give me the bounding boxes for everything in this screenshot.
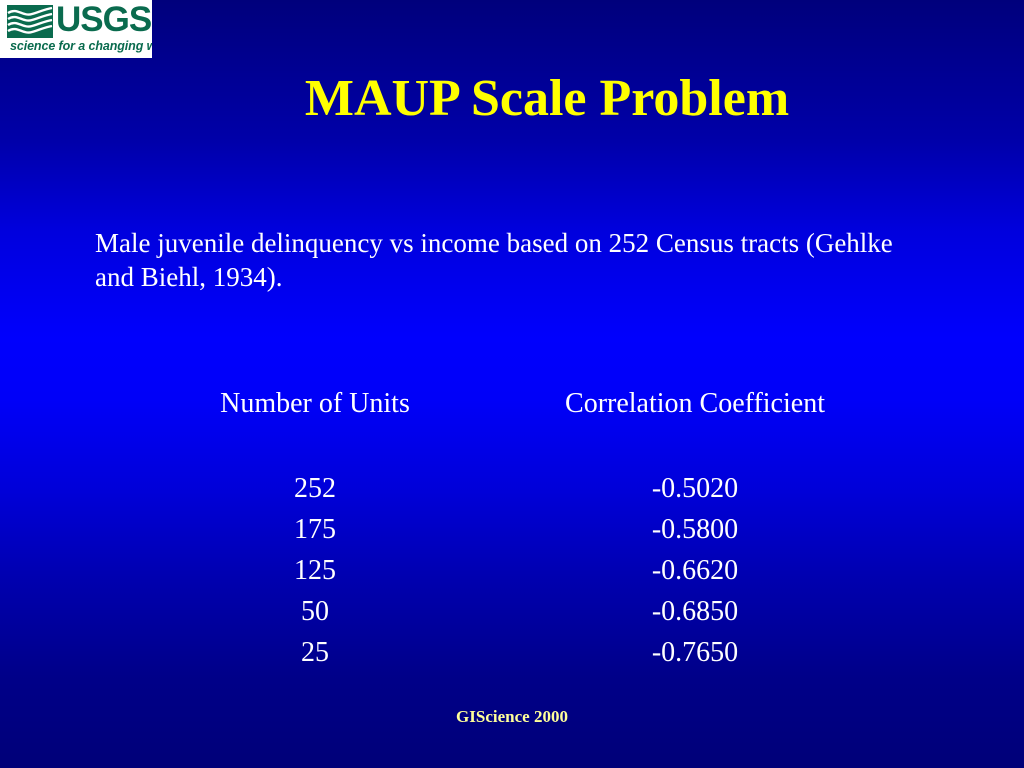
correlation-table: Number of Units Correlation Coefficient … [150,383,910,673]
table-header-row: Number of Units Correlation Coefficient [150,383,910,468]
slide-footer: GIScience 2000 [456,707,568,726]
table-row: 125 -0.6620 [150,550,910,591]
usgs-wordmark: USGS [56,0,152,39]
cell-units: 125 [294,555,336,586]
table-row: 252 -0.5020 [150,468,910,509]
table-header: Number of Units Correlation Coefficient [150,383,910,468]
column-header-correlation-coefficient: Correlation Coefficient [565,388,825,419]
cell-units: 50 [301,596,329,627]
column-header-number-of-units: Number of Units [220,388,410,419]
cell-correlation: -0.5800 [651,514,739,545]
cell-correlation: -0.7650 [651,637,739,668]
cell-correlation: -0.5020 [651,473,739,504]
description-text: Male juvenile delinquency vs income base… [95,228,893,292]
cell-correlation: -0.6620 [651,555,739,586]
page-title: MAUP Scale Problem [304,70,790,127]
table-row: 25 -0.7650 [150,632,910,673]
usgs-tagline: science for a changing world [10,39,152,53]
cell-correlation: -0.6850 [651,596,739,627]
usgs-wave-icon [7,5,53,38]
cell-units: 25 [301,637,329,668]
table-row: 50 -0.6850 [150,591,910,632]
usgs-logo: USGS science for a changing world [0,0,152,58]
cell-units: 175 [294,514,336,545]
table-row: 175 -0.5800 [150,509,910,550]
cell-units: 252 [294,473,336,504]
table-body: 252 -0.5020 175 -0.5800 125 -0.6620 50 -… [150,468,910,673]
